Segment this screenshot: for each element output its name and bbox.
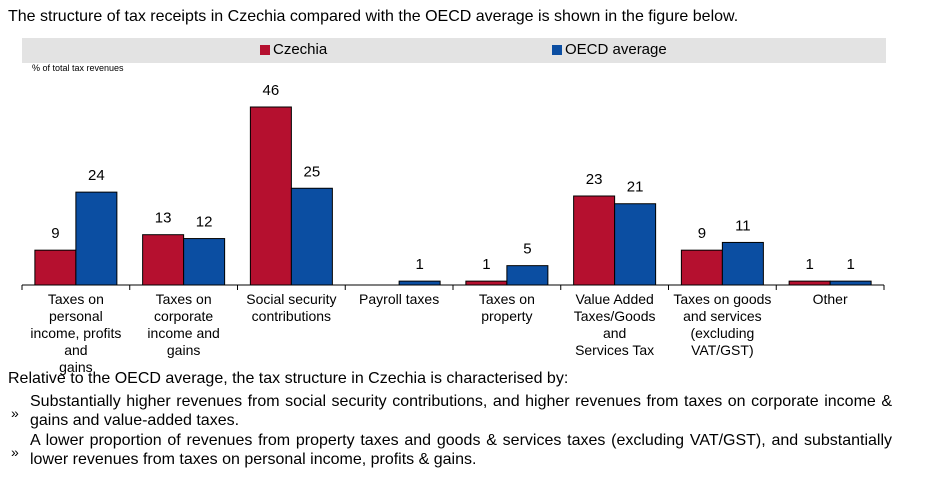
summary-bullet-1: » Substantially higher revenues from soc…	[8, 392, 898, 430]
category-label: Taxes on goods and services (excluding VAT/…	[669, 291, 775, 359]
bar-czechia	[249, 106, 292, 286]
legend-swatch-czechia	[260, 44, 270, 55]
category-label-line: contributions	[251, 308, 332, 324]
bar-oecd	[829, 280, 872, 286]
data-label-czechia: 1	[482, 256, 490, 273]
intro-text: The structure of tax receipts in Czechia…	[8, 8, 739, 25]
category-label-line: Value Added	[575, 291, 654, 307]
bar-czechia	[34, 249, 77, 286]
chart-legend: Czechia OECD average	[22, 38, 886, 63]
data-label-czechia: 1	[805, 256, 813, 273]
bullet-marker: »	[11, 405, 19, 421]
data-label-czechia: 13	[155, 210, 172, 227]
category-label: Taxes on personal income, profits and gain…	[23, 291, 129, 376]
category-label: Other	[777, 291, 883, 308]
y-axis-unit-label: % of total tax revenues	[32, 63, 124, 73]
category-label: Taxes on property	[454, 291, 560, 325]
data-label-oecd: 24	[88, 167, 105, 184]
category-label-line: Taxes on personal	[47, 291, 104, 324]
data-label-oecd: 5	[523, 241, 531, 258]
bar-czechia	[465, 280, 508, 286]
category-label: Social security contributions	[238, 291, 344, 325]
legend-item-oecd: OECD average	[552, 41, 667, 58]
category-label-line: income and gains	[147, 325, 220, 358]
legend-item-czechia: Czechia	[260, 41, 327, 58]
data-label-oecd: 21	[627, 179, 644, 196]
category-label-line: Taxes on property	[478, 291, 535, 324]
category-label-line: Taxes on corporate	[154, 291, 214, 324]
summary-bullet-text: A lower proportion of revenues from prop…	[30, 432, 892, 468]
bar-oecd	[614, 203, 657, 286]
bar-czechia	[573, 195, 616, 286]
data-label-oecd: 25	[304, 163, 321, 180]
summary-bullet-text: Substantially higher revenues from socia…	[30, 393, 892, 429]
category-label-line: Taxes on goods	[673, 291, 772, 307]
bar-oecd	[75, 191, 118, 286]
category-label: Value Added Taxes/Goods and Services Tax	[562, 291, 668, 359]
category-label-line: and services	[683, 308, 762, 324]
data-label-oecd: 11	[735, 217, 751, 234]
category-label-line: Social security	[246, 291, 337, 307]
data-label-czechia: 9	[51, 225, 59, 242]
bar-oecd	[183, 238, 226, 286]
summary-intro: Relative to the OECD average, the tax st…	[8, 370, 569, 387]
bar-oecd	[290, 187, 333, 286]
category-label-line: gains	[59, 359, 93, 375]
bar-czechia	[142, 234, 185, 286]
category-label-line: income, profits and	[30, 325, 122, 358]
category-label-line: VAT/GST)	[691, 342, 754, 358]
category-label: Taxes on corporate income and gains	[131, 291, 237, 359]
legend-label-czechia: Czechia	[273, 41, 328, 58]
data-label-oecd: 12	[196, 214, 213, 231]
data-label-oecd: 1	[846, 256, 854, 273]
bar-czechia	[788, 280, 831, 286]
data-label-czechia: 9	[698, 225, 706, 242]
category-label-line: Payroll taxes	[359, 291, 440, 307]
category-label: Payroll taxes	[346, 291, 452, 308]
data-label-oecd: 1	[415, 256, 423, 273]
category-label-line: Taxes/Goods and	[573, 308, 656, 341]
bar-oecd	[506, 265, 549, 286]
bar-czechia	[680, 249, 723, 286]
category-label-line: Services Tax	[575, 342, 655, 358]
category-label-line: (excluding	[690, 325, 755, 341]
bullet-marker: »	[11, 444, 19, 460]
data-label-czechia: 23	[586, 171, 603, 188]
category-label-line: Other	[812, 291, 848, 307]
legend-label-oecd: OECD average	[565, 41, 667, 58]
summary-bullet-2: » A lower proportion of revenues from pr…	[8, 431, 898, 469]
data-label-czechia: 46	[263, 82, 280, 99]
bar-oecd	[721, 241, 764, 286]
legend-swatch-oecd	[552, 44, 562, 55]
bar-oecd	[398, 280, 441, 286]
